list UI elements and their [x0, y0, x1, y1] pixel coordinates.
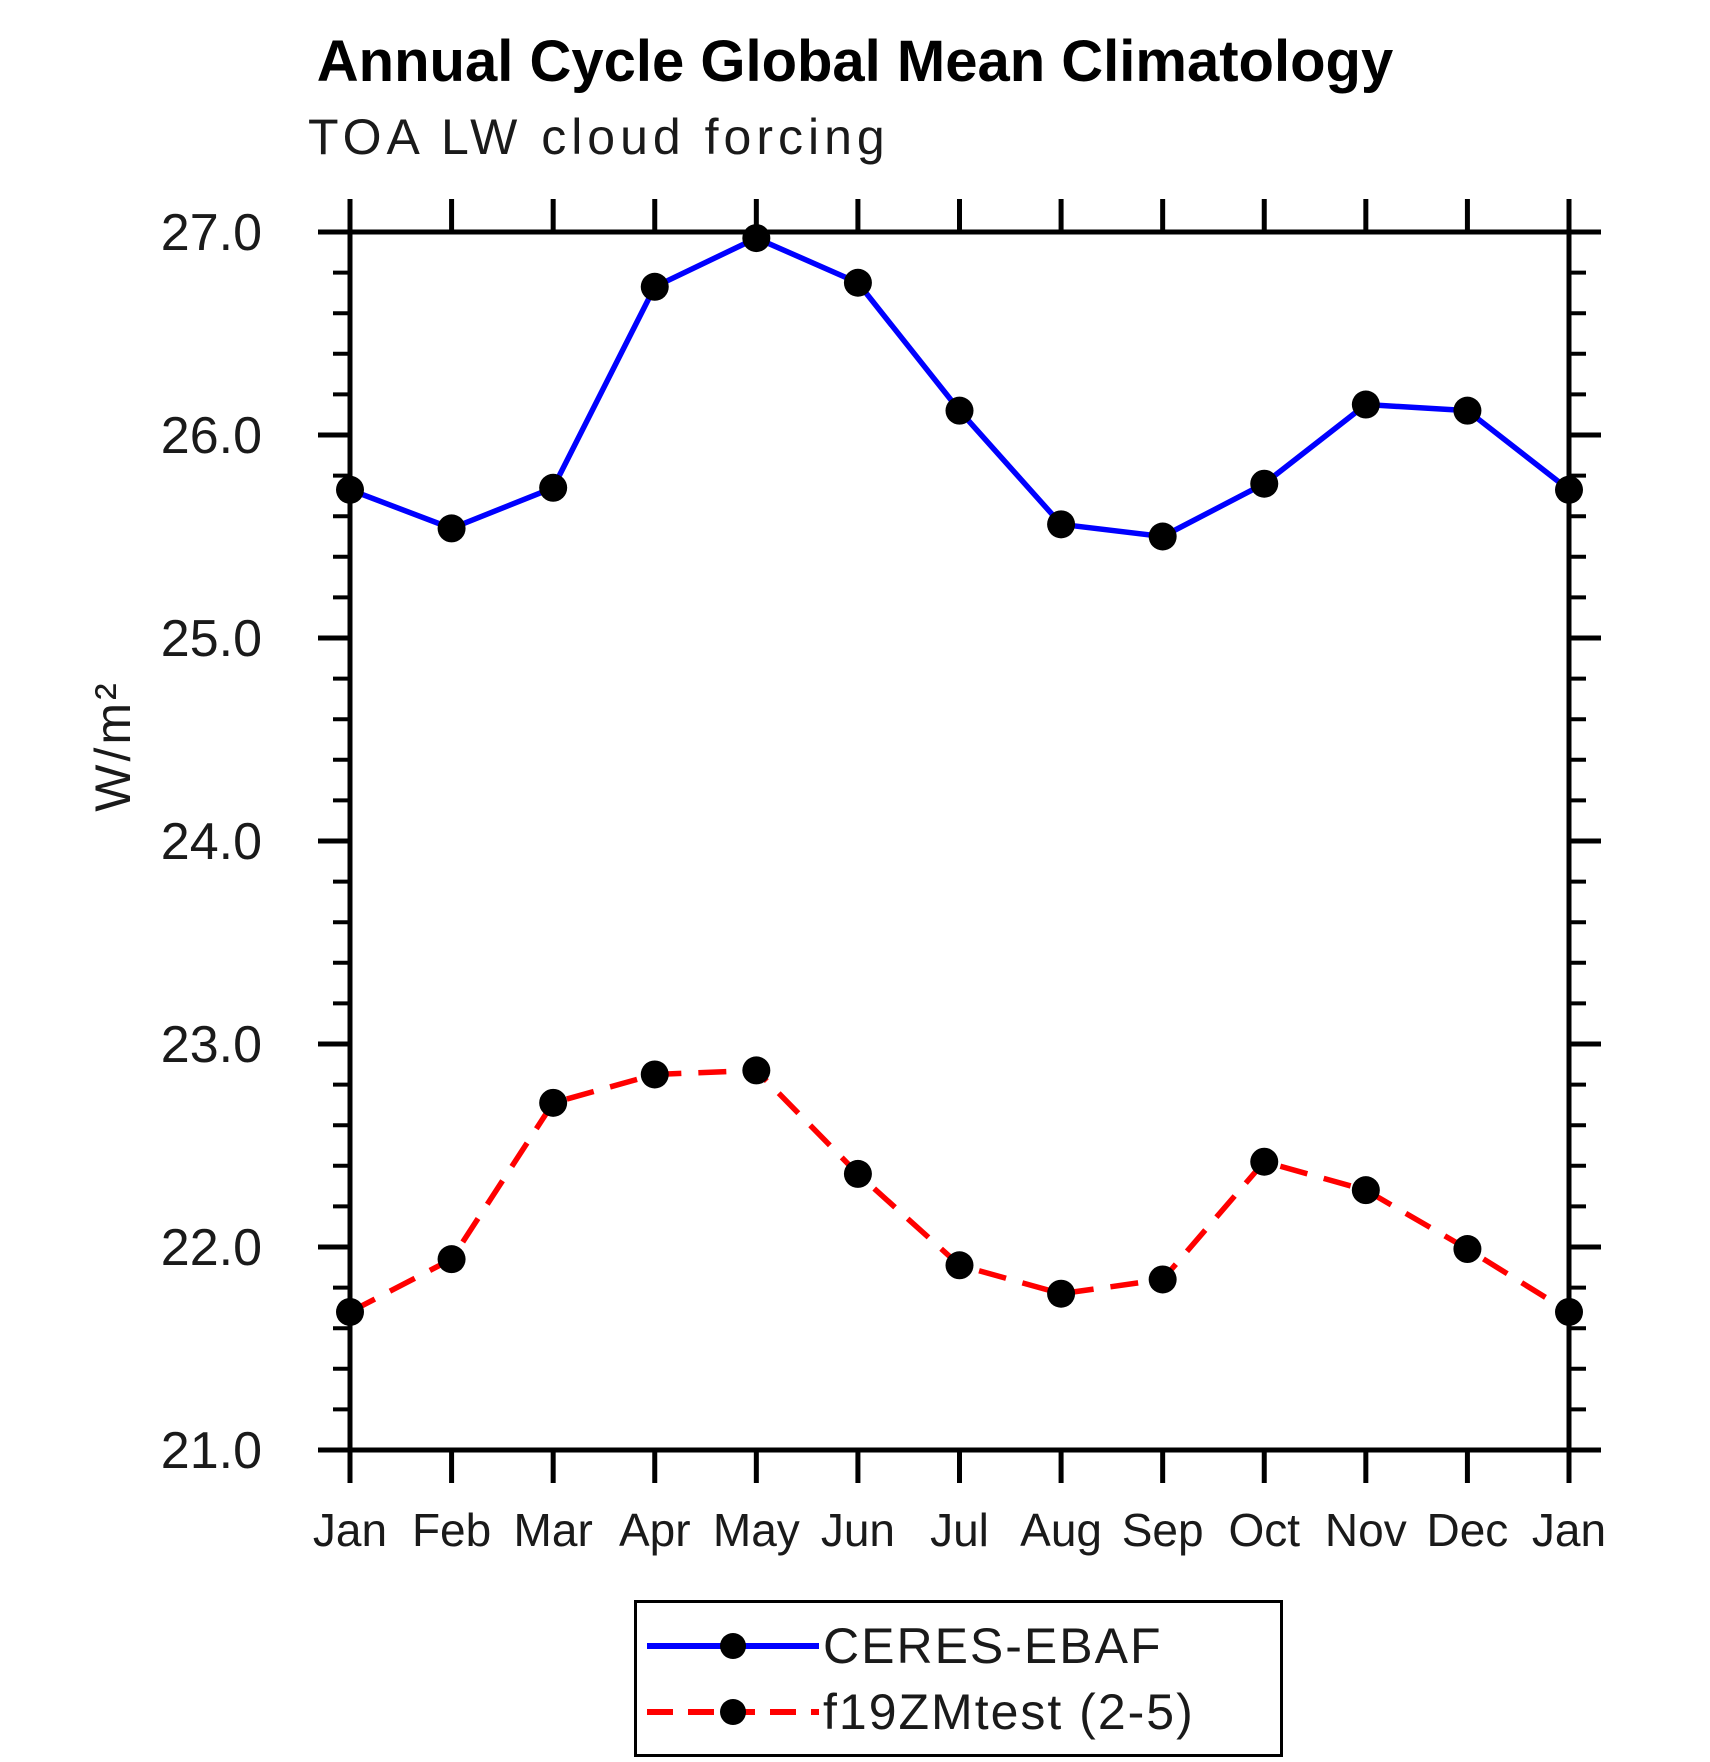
legend-marker-icon	[720, 1698, 746, 1725]
data-point-marker-s0	[640, 272, 669, 301]
data-point-marker-s1	[945, 1251, 974, 1280]
y-tick-label: 21.0	[161, 1422, 262, 1480]
data-point-marker-s0	[336, 475, 364, 504]
plot-area: 21.0 22.0 23.0 24.0 25.0 26.0 27.0 Jan Feb Mar Apr…	[161, 199, 1606, 1556]
data-point-marker-s0	[1047, 510, 1076, 539]
data-point-marker-s1	[336, 1297, 364, 1326]
legend-key-dashed-line-icon	[647, 1698, 819, 1725]
data-point-marker-s0	[945, 396, 974, 425]
data-point-marker-s1	[843, 1159, 872, 1188]
data-point-marker-s0	[1555, 475, 1583, 504]
data-point-marker-s0	[1351, 390, 1380, 419]
data-point-marker-s1	[1453, 1235, 1482, 1264]
x-tick-label: Apr	[619, 1504, 691, 1556]
x-tick-label: Mar	[514, 1504, 593, 1556]
x-tick-label: Sep	[1122, 1504, 1204, 1556]
data-point-marker-s0	[437, 514, 466, 543]
data-point-marker-s1	[437, 1245, 466, 1274]
data-point-marker-s0	[843, 268, 872, 297]
data-point-marker-s0	[1148, 522, 1177, 551]
legend-item-f19zmtest: f19ZMtest (2-5)	[643, 1683, 1280, 1741]
data-point-marker-s0	[539, 473, 568, 502]
data-point-marker-s1	[1047, 1279, 1076, 1308]
data-point-marker-s1	[1148, 1265, 1177, 1294]
x-tick-label: Jan	[1532, 1504, 1606, 1556]
legend-label-f19zmtest: f19ZMtest (2-5)	[823, 1683, 1195, 1740]
data-point-marker-s0	[1453, 396, 1482, 425]
x-tick-label: Aug	[1020, 1504, 1102, 1556]
data-point-marker-s0	[1250, 469, 1279, 498]
legend: CERES-EBAF f19ZMtest (2-5)	[634, 1600, 1283, 1757]
data-point-marker-s1	[1250, 1147, 1279, 1176]
y-tick-label: 26.0	[161, 407, 262, 465]
x-tick-label: Dec	[1427, 1504, 1509, 1556]
x-tick-label: Feb	[412, 1504, 491, 1556]
x-tick-label: May	[713, 1504, 800, 1556]
legend-label-ceres-ebaf: CERES-EBAF	[823, 1617, 1163, 1674]
legend-key-solid-line-icon	[647, 1632, 819, 1659]
chart-subtitle: TOA LW cloud forcing	[308, 109, 890, 165]
y-tick-label: 22.0	[161, 1219, 262, 1277]
y-tick-label: 27.0	[161, 204, 262, 262]
legend-marker-icon	[720, 1632, 746, 1659]
chart-title: Annual Cycle Global Mean Climatology	[316, 29, 1394, 94]
x-tick-label: Jul	[930, 1504, 989, 1556]
x-tick-label: Nov	[1325, 1504, 1407, 1556]
x-tick-label: Jun	[821, 1504, 895, 1556]
data-point-marker-s1	[539, 1088, 568, 1117]
data-point-marker-s1	[1351, 1176, 1380, 1205]
data-point-marker-s1	[742, 1056, 771, 1085]
data-point-marker-s1	[640, 1060, 669, 1089]
x-tick-label: Oct	[1228, 1504, 1300, 1556]
x-tick-label: Jan	[313, 1504, 387, 1556]
legend-item-ceres-ebaf: CERES-EBAF	[643, 1617, 1280, 1675]
y-tick-label: 24.0	[161, 813, 262, 871]
series-line-0	[349, 235, 1571, 540]
y-tick-label: 23.0	[161, 1016, 262, 1074]
data-point-marker-s1	[1555, 1297, 1583, 1326]
data-point-marker-s0	[742, 224, 771, 253]
y-tick-label: 25.0	[161, 610, 262, 668]
